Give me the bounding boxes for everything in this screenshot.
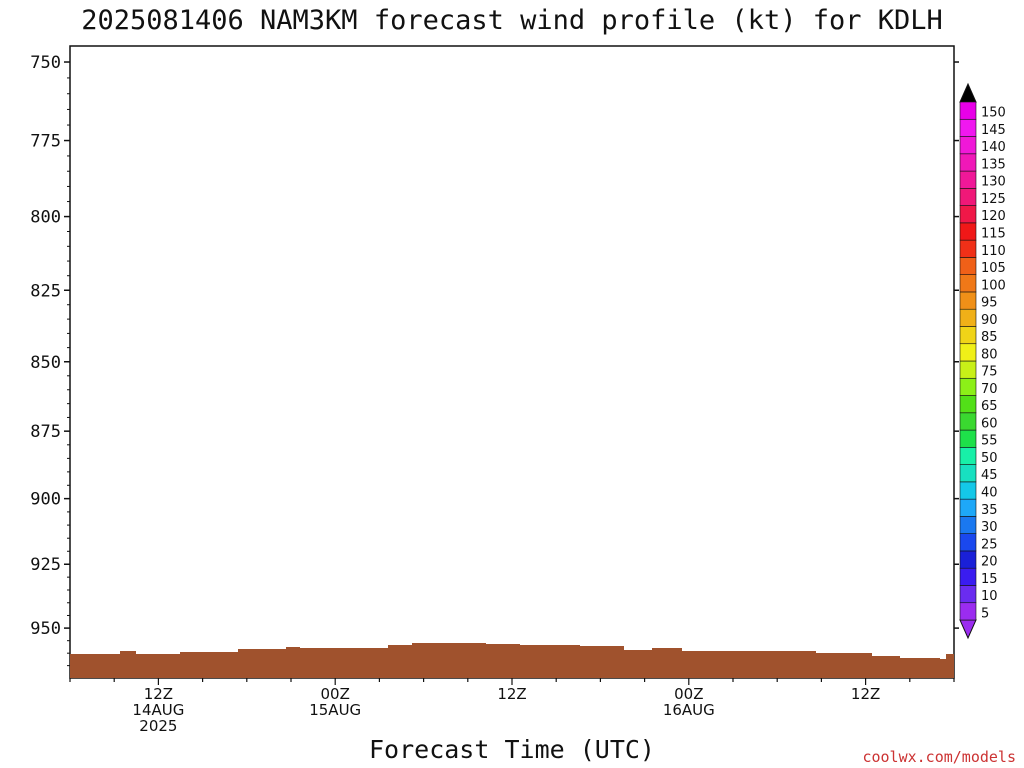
colorbar-tick-label: 25	[981, 537, 998, 552]
y-tick-label: 875	[30, 422, 61, 442]
colorbar-high-triangle	[959, 82, 977, 103]
colorbar-tick-label: 65	[981, 399, 998, 414]
y-tick-label: 850	[30, 353, 61, 373]
x-tick-label: 00Z	[321, 685, 350, 703]
surface-terrain	[70, 643, 954, 678]
colorbar-tick-label: 115	[981, 227, 1006, 242]
x-tick-label: 14AUG	[132, 701, 184, 719]
colorbar-swatch	[959, 585, 977, 604]
colorbar-tick-label: 15	[981, 572, 998, 587]
colorbar-tick-label: 5	[981, 606, 989, 621]
colorbar-tick-label: 125	[981, 192, 1006, 207]
colorbar-swatch	[959, 567, 977, 586]
colorbar-swatch	[959, 153, 977, 172]
chart-title: 2025081406 NAM3KM forecast wind profile …	[81, 5, 943, 36]
colorbar-swatch	[959, 533, 977, 552]
x-axis-label: Forecast Time (UTC)	[369, 735, 655, 764]
colorbar-tick-label: 40	[981, 486, 998, 501]
y-tick-label: 775	[30, 132, 61, 152]
colorbar-swatch	[959, 395, 977, 414]
colorbar-tick-label: 80	[981, 347, 998, 362]
colorbar-swatch	[959, 602, 977, 621]
colorbar-tick-label: 120	[981, 209, 1006, 224]
x-tick-label: 12Z	[144, 685, 173, 703]
colorbar-swatch	[959, 257, 977, 275]
colorbar-swatch	[959, 239, 977, 258]
colorbar-tick-label: 55	[981, 434, 998, 449]
colorbar-swatch	[959, 377, 977, 396]
colorbar-swatch	[959, 291, 977, 310]
colorbar-tick-label: 75	[981, 365, 998, 380]
colorbar-tick-label: 150	[981, 106, 1006, 121]
colorbar-tick-label: 60	[981, 416, 998, 431]
y-tick-label: 950	[30, 619, 61, 639]
y-tick-label: 750	[30, 53, 61, 73]
colorbar-swatch	[959, 274, 977, 293]
y-axis: 750 775 800 825 850 875 900 925 950	[30, 53, 959, 667]
colorbar-tick-label: 70	[981, 382, 998, 397]
colorbar-tick-label: 135	[981, 157, 1006, 172]
colorbar-swatch	[959, 498, 977, 517]
colorbar-swatch	[959, 118, 977, 137]
colorbar-tick-label: 140	[981, 140, 1006, 155]
surface-terrain-fill	[70, 643, 954, 678]
colorbar-tick-label: 100	[981, 278, 1006, 293]
colorbar-swatch	[959, 516, 977, 534]
colorbar-swatch	[959, 188, 977, 206]
x-tick-label: 15AUG	[309, 701, 361, 719]
colorbar-swatch	[959, 481, 977, 500]
colorbar-swatch	[959, 101, 977, 120]
colorbar-swatch	[959, 170, 977, 189]
colorbar-tick-label: 30	[981, 520, 998, 535]
plot-frame	[69, 45, 955, 679]
colorbar-tick-label: 20	[981, 555, 998, 570]
colorbar-swatch	[959, 222, 977, 241]
colorbar-swatch	[959, 360, 977, 379]
colorbar-tick-label: 10	[981, 589, 998, 604]
colorbar-low-triangle	[959, 619, 977, 640]
colorbar-tick-label: 45	[981, 468, 998, 483]
x-tick-label: 2025	[139, 717, 177, 735]
colorbar-swatch	[959, 308, 977, 327]
colorbar-swatch	[959, 412, 977, 431]
colorbar-swatch	[959, 550, 977, 569]
colorbar-tick-label: 35	[981, 503, 998, 518]
colorbar-swatch	[959, 343, 977, 362]
colorbar-tick-label: 105	[981, 261, 1006, 276]
colorbar-tick-label: 90	[981, 313, 998, 328]
x-tick-label: 16AUG	[663, 701, 715, 719]
colorbar-tick-label: 145	[981, 123, 1006, 138]
colorbar-tick-label: 50	[981, 451, 998, 466]
color-legend: 5 10 15 20 25 30 35 40 45 50 55 60 65 70 75 80 85 90 95 100…	[959, 82, 1006, 640]
colorbar-swatch	[959, 326, 977, 345]
y-tick-label: 825	[30, 281, 61, 301]
colorbar-tick-label: 85	[981, 330, 998, 345]
x-tick-label: 12Z	[497, 685, 526, 703]
x-tick-label: 00Z	[674, 685, 703, 703]
y-tick-label: 900	[30, 490, 61, 510]
colorbar-swatch	[959, 447, 977, 465]
x-tick-label: 12Z	[851, 685, 880, 703]
colorbar-swatch	[959, 136, 977, 155]
colorbar-tick-label: 110	[981, 244, 1006, 259]
colorbar-swatch	[959, 205, 977, 224]
colorbar-swatch	[959, 464, 977, 483]
colorbar-swatch	[959, 429, 977, 448]
colorbar-tick-label: 95	[981, 296, 998, 311]
y-tick-label: 925	[30, 555, 61, 575]
colorbar-tick-label: 130	[981, 175, 1006, 190]
y-tick-label: 800	[30, 208, 61, 228]
credit-text: coolwx.com/models	[862, 748, 1016, 766]
